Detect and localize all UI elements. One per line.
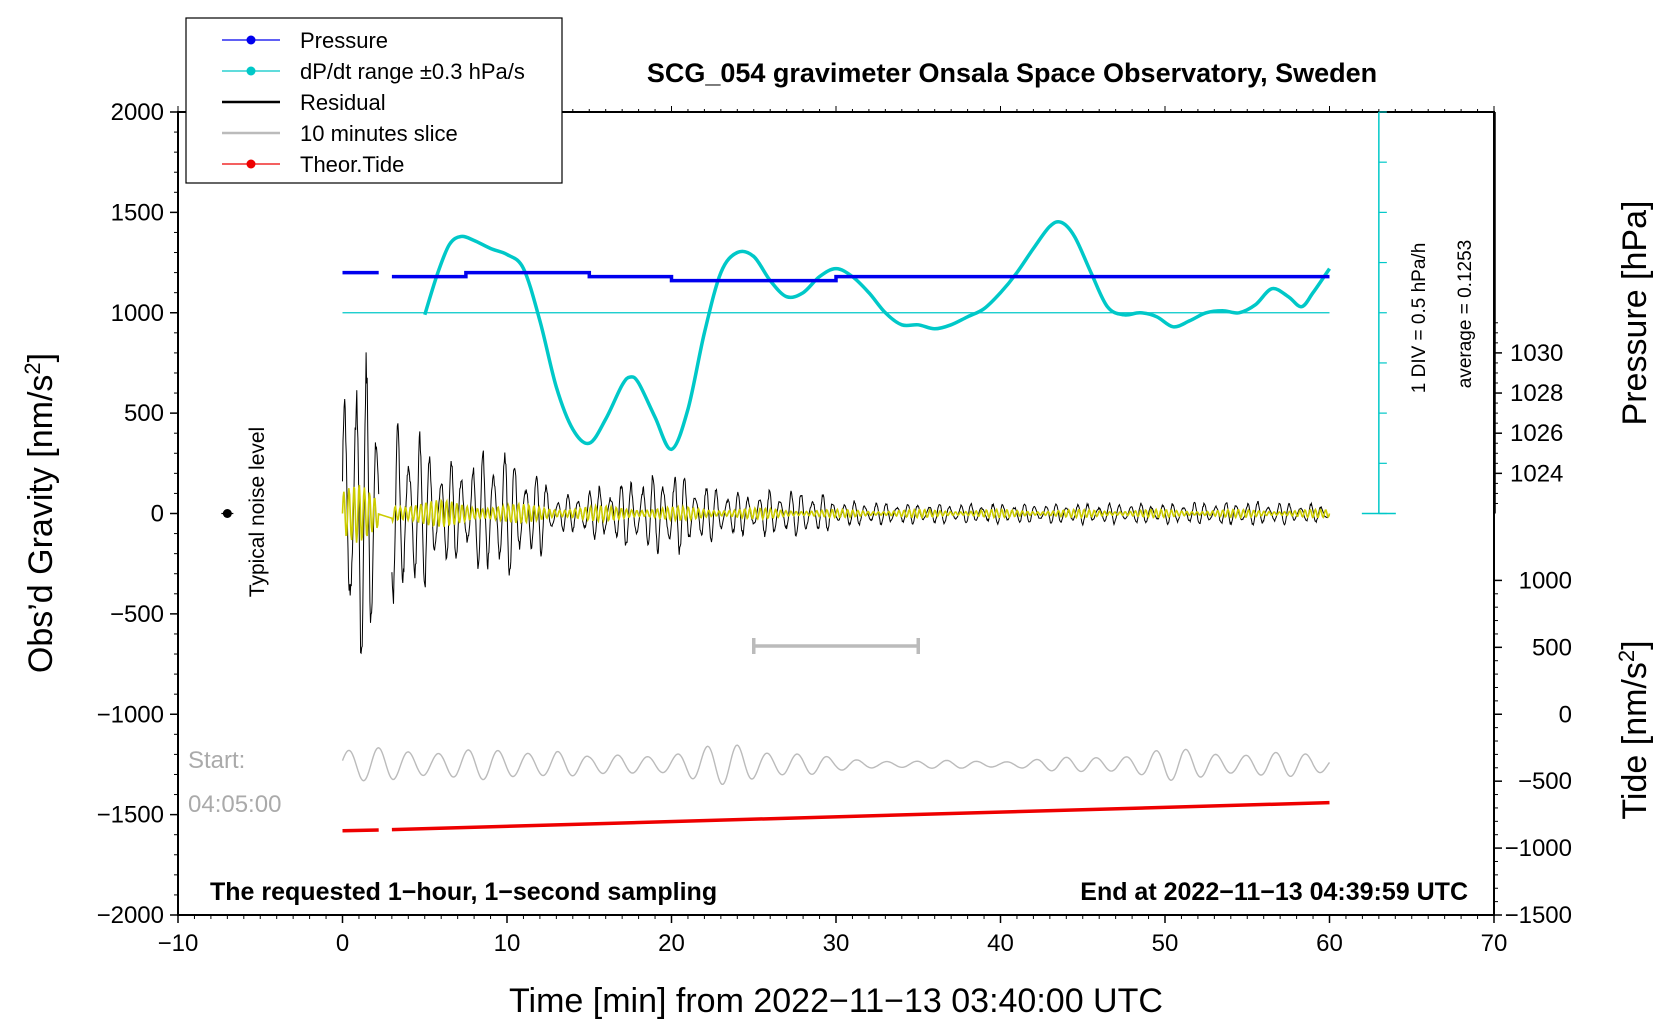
legend-label: Residual [300,90,386,115]
pressure-tick-label: 1030 [1510,340,1563,367]
legend-swatch-marker [246,159,256,169]
tide-tick-label: 1000 [1519,567,1572,594]
x-tick-label: 60 [1316,930,1343,957]
tide-tick-label: −1000 [1505,835,1572,862]
tide-tick-label: −500 [1518,768,1572,795]
end-time-note: End at 2022−11−13 04:39:59 UTC [1080,878,1468,906]
noise-point [222,509,232,518]
start-label: Start: [188,747,245,774]
x-tick-label: 30 [823,930,850,957]
pressure-line-segment-1 [391,270,1330,283]
legend-label: Pressure [300,28,388,53]
legend-swatch-marker [246,35,256,45]
y-axis-label-pressure: Pressure [hPa] [1616,201,1654,426]
y-tick-label: −1500 [97,802,164,829]
x-tick-label: 50 [1152,930,1179,957]
div-label: 1 DIV = 0.5 hPa/h [1409,243,1430,394]
y-axis-label-tide: Tide [nm/s2] [1614,640,1654,819]
y-axis-label-tide-text: Tide [nm/s [1616,662,1654,819]
y-tick-label: −2000 [97,902,164,929]
start-time: 04:05:00 [188,791,281,818]
dpdt-line [423,219,1331,452]
y-tick-label: 500 [124,400,164,427]
x-tick-label: 20 [658,930,685,957]
y-axis-label-tide-close: ] [1616,640,1654,649]
y-axis-label-left-close: ] [22,353,60,362]
y-axis-label-tide-sup: 2 [1614,650,1639,662]
y-axis-label-left-sup: 2 [20,362,45,374]
legend-label: Theor.Tide [300,152,404,177]
y-tick-label: 0 [151,501,164,528]
tide-tick-label: 500 [1532,634,1572,661]
filtered-line [341,484,1331,543]
pressure-tick-label: 1026 [1510,420,1563,447]
y-tick-label: 1000 [111,300,164,327]
legend: Pressure dP/dt range ±0.3 hPa/s Residual 10… [185,17,563,184]
x-tick-label: 40 [987,930,1014,957]
pressure-tick-label: 1024 [1510,460,1563,487]
tide-line-segment-0 [342,828,379,833]
chart-title: SCG_054 gravimeter Onsala Space Observat… [647,58,1377,88]
series-layer [341,219,1331,833]
axes-layer: −10 0 10 20 30 40 50 60 70−2000−1500−1000−500050… [20,58,1654,1020]
slice-line [341,744,1331,785]
pressure-tick-label: 1028 [1510,380,1563,407]
avg-label: average = 0.1253 [1455,240,1476,388]
legend-swatch-marker [246,66,256,76]
y-axis-label-left-text: Obs’d Gravity [nm/s [22,375,60,674]
legend-label: dP/dt range ±0.3 hPa/s [300,59,525,84]
legend-box [185,17,563,184]
x-axis-label: Time [min] from 2022−11−13 03:40:00 UTC [509,982,1163,1020]
y-tick-label: −500 [110,601,164,628]
residual-line [342,352,1330,655]
y-tick-label: 1500 [111,199,164,226]
tide-tick-label: −1500 [1505,902,1572,929]
y-tick-label: −1000 [97,701,164,728]
tide-tick-label: 0 [1559,701,1572,728]
y-axis-label-left: Obs’d Gravity [nm/s2] [20,353,60,673]
x-tick-label: 0 [336,930,349,957]
tide-line-segment-1 [391,800,1330,832]
x-tick-label: 70 [1481,930,1508,957]
noise-label: Typical noise level [246,427,269,597]
x-tick-label: −10 [158,930,199,957]
legend-label: 10 minutes slice [300,121,458,146]
annotations-layer: 1 DIV = 0.5 hPa/h average = 0.1253 Typical… [188,111,1476,906]
sampling-note: The requested 1−hour, 1−second sampling [210,878,717,906]
y-tick-label: 2000 [111,99,164,126]
x-tick-label: 10 [494,930,521,957]
